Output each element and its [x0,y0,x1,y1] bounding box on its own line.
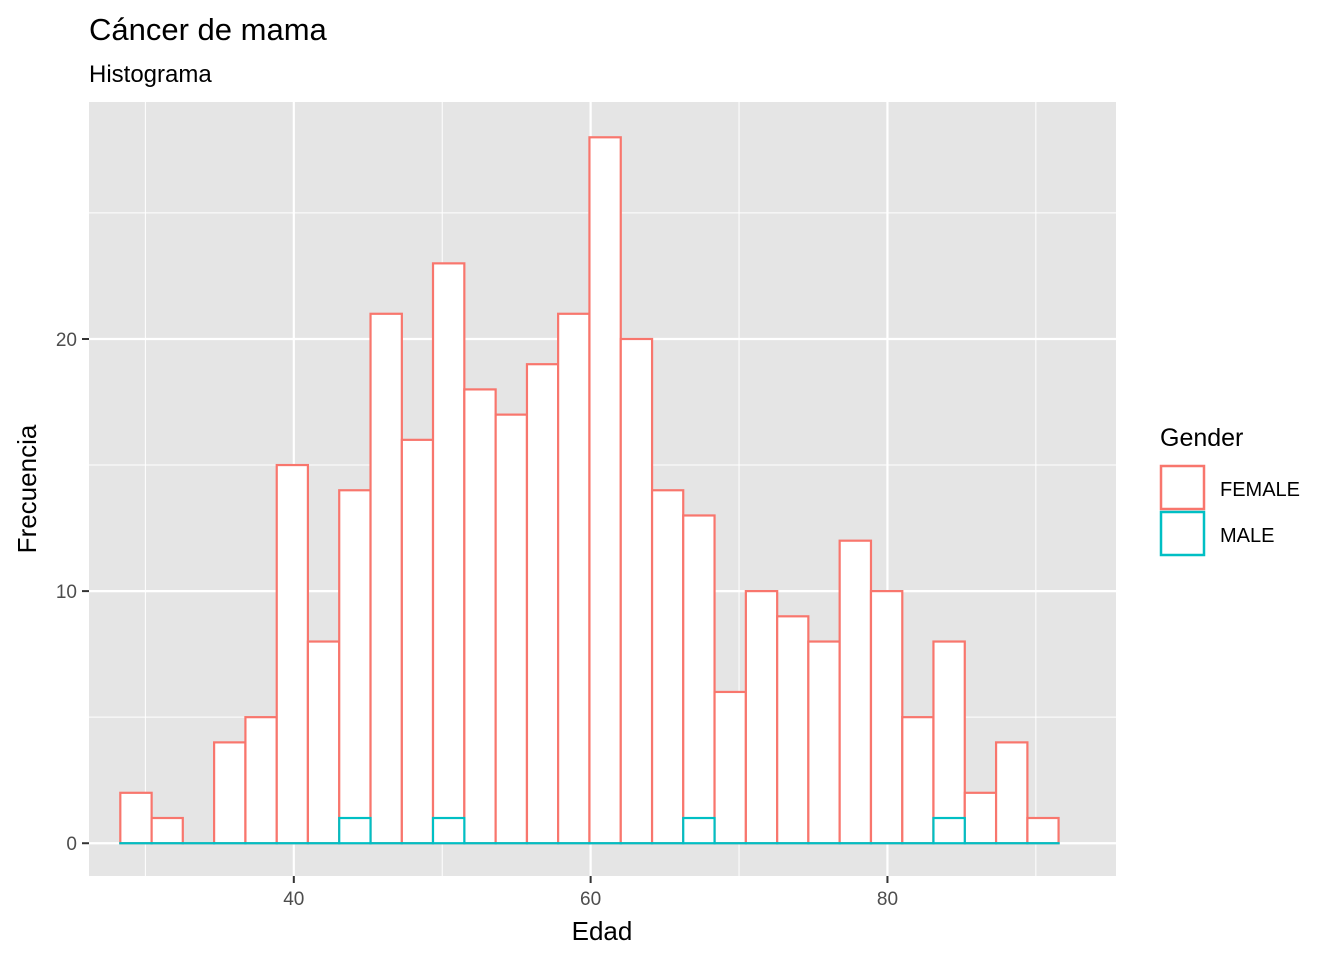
bar-female [213,741,247,845]
bar-female [557,312,591,845]
bar-female [994,741,1029,845]
bar-female [838,539,873,845]
legend: Gender FEMALE MALE [1159,424,1300,557]
x-axis: 40 60 80 [283,876,898,910]
bar-female [869,590,904,845]
y-tick-label: 20 [56,330,77,351]
chart-title: Cáncer de mama [89,12,328,47]
bar-female [369,312,403,845]
bar-male [431,816,466,845]
bar-female [619,337,654,845]
bar-female [744,590,779,845]
x-tick-label: 80 [877,889,898,910]
bar-female [901,716,935,845]
bar-female [588,136,622,845]
bar-male [682,816,716,845]
y-tick-label: 10 [56,582,77,603]
bar-female [713,690,747,845]
bar-female [431,262,466,845]
male-bars [119,816,1060,845]
bar-female [682,514,716,845]
bar-female [494,413,529,845]
bar-female [963,791,998,845]
y-axis-title: Frecuencia [12,424,42,553]
x-tick-label: 60 [580,889,601,910]
legend-title: Gender [1160,424,1243,452]
bar-female [244,716,278,845]
bar-female [150,816,184,845]
bar-female [306,640,341,845]
bar-female [1026,816,1060,845]
bar-female [338,489,372,845]
bar-female [932,640,966,845]
y-tick-label: 0 [66,834,77,855]
legend-label-female: FEMALE [1220,479,1300,501]
legend-label-male: MALE [1220,525,1274,547]
bar-male [932,816,966,845]
chart-subtitle: Histograma [89,61,212,88]
bar-female [650,489,685,845]
y-axis: 0 10 20 [56,330,89,855]
bar-male [338,816,372,845]
x-axis-title: Edad [572,916,633,946]
x-tick-label: 40 [283,889,304,910]
bar-female [525,363,560,845]
bar-female [807,640,841,845]
bar-female [463,388,497,845]
bar-female [400,438,435,845]
legend-key-male [1159,510,1206,557]
legend-key-female [1159,464,1206,511]
female-bars [119,136,1060,845]
bar-female [119,791,153,845]
bar-female [776,615,810,845]
bar-female [275,463,310,845]
